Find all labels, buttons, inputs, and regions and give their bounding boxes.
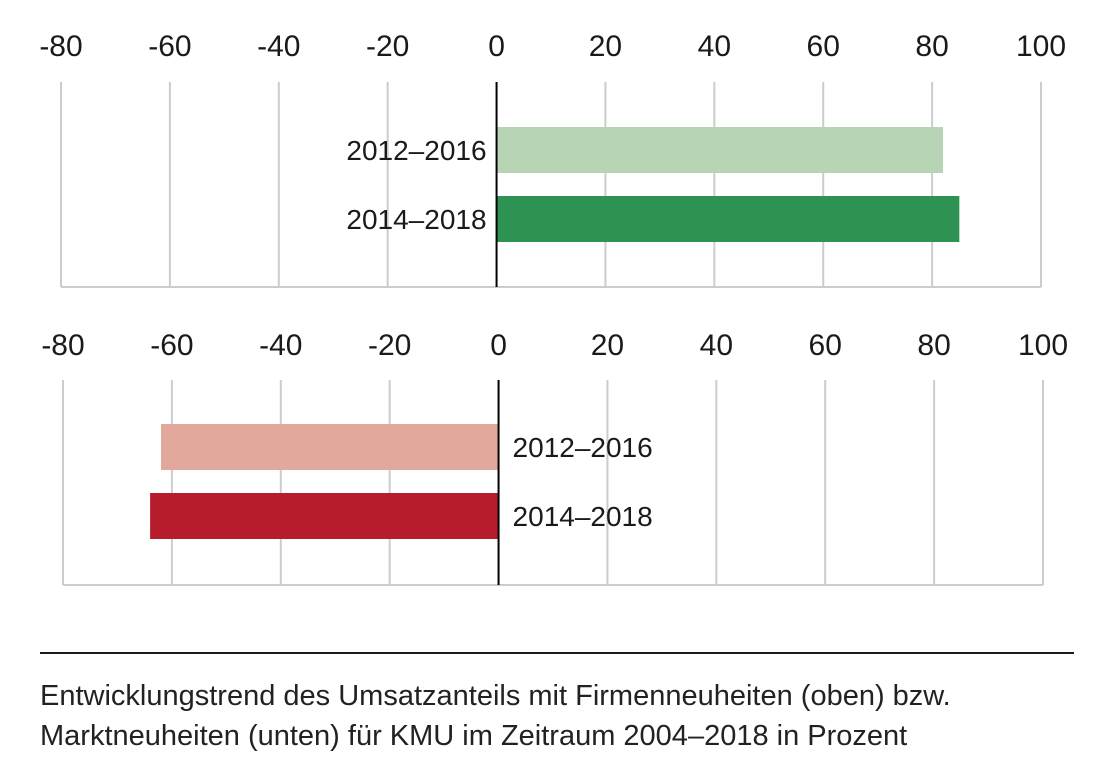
x-tick-label: -60: [148, 30, 191, 63]
caption-line-1: Entwicklungstrend des Umsatzanteils mit …: [40, 680, 951, 712]
x-tick-label: 60: [809, 329, 842, 362]
bar-oben-2: [496, 196, 960, 242]
x-tick-label: -60: [150, 329, 193, 362]
x-tick-label: 40: [698, 30, 731, 63]
x-tick-label: 0: [488, 30, 505, 63]
x-tick-label: 80: [917, 329, 950, 362]
bar-oben-1: [496, 127, 943, 173]
x-tick-label: 100: [1018, 329, 1068, 362]
x-tick-label: 40: [700, 329, 733, 362]
caption-divider: [40, 652, 1074, 654]
bar-unten-2: [150, 493, 499, 539]
x-tick-label: 100: [1016, 30, 1066, 63]
chart-panel-oben: -80 -60 -40 -20 0 20 40 60 80 100 2012–2016 2014–20…: [39, 30, 1066, 288]
x-tick-label: -20: [368, 329, 411, 362]
x-tick-label: 0: [490, 329, 507, 362]
x-tick-label: -40: [259, 329, 302, 362]
chart-caption: Entwicklungstrend des Umsatzanteils mit …: [40, 676, 1090, 756]
bar-unten-1: [161, 424, 499, 470]
x-tick-label: 60: [807, 30, 840, 63]
x-tick-label: 20: [591, 329, 624, 362]
charts-area: -80 -60 -40 -20 0 20 40 60 80 100 2012–2016 2014–20…: [39, 30, 1068, 586]
category-label: 2012–2016: [513, 432, 653, 463]
category-label: 2014–2018: [513, 501, 653, 532]
x-tick-label: -40: [257, 30, 300, 63]
x-tick-label: -80: [39, 30, 82, 63]
x-tick-label: -20: [366, 30, 409, 63]
category-label: 2014–2018: [346, 204, 486, 235]
category-label: 2012–2016: [346, 135, 486, 166]
x-tick-label: -80: [41, 329, 84, 362]
x-tick-label: 80: [915, 30, 948, 63]
chart-panel-unten: -80 -60 -40 -20 0 20 40 60 80 100 2012–2016 2014–20…: [41, 329, 1068, 586]
caption-line-2: Marktneuheiten (unten) für KMU im Zeitra…: [40, 720, 908, 752]
x-tick-label: 20: [589, 30, 622, 63]
